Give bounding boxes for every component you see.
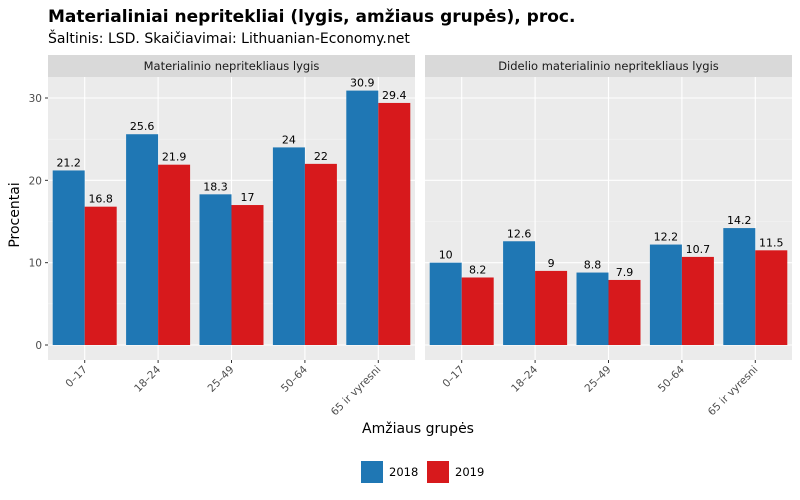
data-label: 17 — [241, 191, 255, 204]
bar-2019 — [231, 205, 264, 345]
x-tick-label: 18–24 — [509, 363, 540, 394]
y-tick-label: 20 — [29, 175, 42, 187]
data-label: 10 — [439, 249, 453, 262]
data-label: 10.7 — [686, 243, 711, 256]
chart-title: Materialiniai nepritekliai (lygis, amžia… — [48, 7, 575, 27]
x-tick-label: 50–64 — [656, 363, 687, 394]
bar-2019 — [681, 256, 714, 345]
bar-2019 — [304, 163, 337, 345]
panel-strip — [48, 55, 415, 77]
legend-swatch-2019 — [427, 461, 449, 483]
data-label: 16.8 — [88, 193, 113, 206]
bar-2019 — [378, 102, 411, 345]
data-label: 25.6 — [130, 120, 155, 133]
x-tick-label: 25–49 — [206, 364, 237, 395]
y-tick-label: 0 — [35, 340, 42, 352]
panel-title: Materialinio nepritekliaus lygis — [144, 59, 320, 73]
bar-2018 — [272, 147, 305, 345]
data-label: 30.9 — [350, 77, 375, 90]
data-label: 12.2 — [654, 231, 679, 244]
data-label: 9 — [548, 257, 555, 270]
data-label: 11.5 — [759, 236, 784, 249]
bar-2019 — [608, 279, 641, 345]
bar-2018 — [649, 244, 682, 345]
data-label: 21.9 — [162, 151, 187, 164]
bar-2018 — [126, 134, 159, 345]
bar-2019 — [535, 270, 568, 345]
bar-2018 — [723, 228, 756, 345]
bar-2018 — [346, 90, 379, 345]
panel-title: Didelio materialinio nepritekliaus lygis — [498, 59, 719, 73]
panel-strip — [425, 55, 792, 77]
x-axis-title: Amžiaus grupės — [362, 421, 474, 437]
panels: Materialinio nepritekliaus lygis 21.2 16.8… — [29, 55, 792, 418]
x-tick-label: 0–17 — [440, 364, 466, 390]
bar-2019 — [84, 206, 117, 345]
data-label: 29.4 — [382, 89, 407, 102]
legend: 2018 2019 — [361, 461, 484, 483]
x-tick-label: 50–64 — [279, 363, 310, 394]
bar-2018 — [429, 262, 462, 345]
data-label: 8.2 — [469, 263, 487, 276]
bar-2018 — [503, 241, 536, 345]
data-label: 14.2 — [727, 214, 752, 227]
chart-subtitle: Šaltinis: LSD. Skaičiavimai: Lithuanian-… — [48, 29, 410, 47]
x-tick-label: 65 ir vyresni — [329, 364, 384, 419]
data-label: 21.2 — [56, 156, 81, 169]
y-axis-title: Procentai — [7, 182, 23, 247]
legend-label-2019: 2019 — [455, 465, 484, 479]
x-tick-label: 25–49 — [583, 364, 614, 395]
bar-2019 — [461, 277, 494, 345]
x-tick-label: 65 ir vyresni — [706, 364, 761, 419]
data-label: 24 — [282, 133, 296, 146]
data-label: 8.8 — [584, 259, 602, 272]
bar-2019 — [158, 164, 191, 345]
panel-2: Didelio materialinio nepritekliaus lygis… — [425, 55, 792, 418]
data-label: 22 — [314, 150, 328, 163]
x-tick-label: 0–17 — [63, 364, 89, 390]
panel-1: Materialinio nepritekliaus lygis 21.2 16.8… — [48, 55, 415, 418]
legend-swatch-2018 — [361, 461, 383, 483]
legend-label-2018: 2018 — [389, 465, 418, 479]
bar-2019 — [755, 250, 788, 345]
x-tick-label: 18–24 — [132, 363, 163, 394]
bar-2018 — [52, 170, 85, 345]
data-label: 12.6 — [507, 227, 532, 240]
bar-2018 — [576, 272, 609, 345]
y-tick-label: 10 — [29, 258, 42, 270]
y-tick-label: 30 — [29, 93, 42, 105]
bar-2018 — [199, 194, 232, 345]
data-label: 7.9 — [616, 266, 634, 279]
data-label: 18.3 — [203, 180, 228, 193]
